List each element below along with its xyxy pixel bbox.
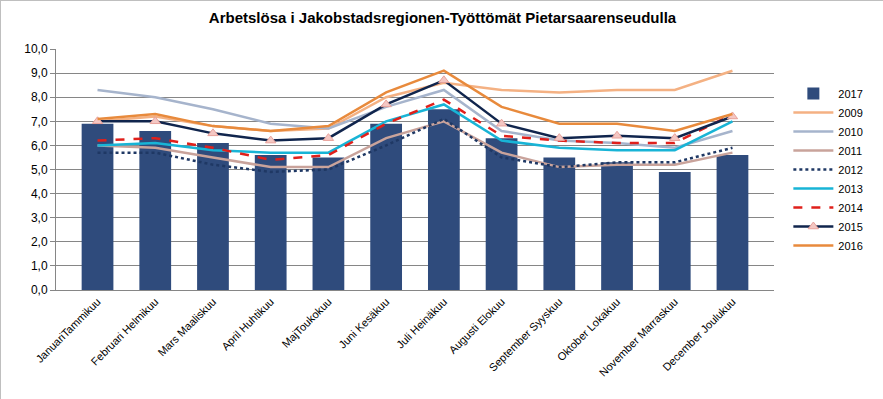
svg-text:2,0: 2,0 [31,235,48,249]
svg-text:2012: 2012 [838,164,862,176]
svg-text:Juni Kesäkuu: Juni Kesäkuu [336,296,391,351]
svg-text:2010: 2010 [838,126,862,138]
svg-text:4,0: 4,0 [31,187,48,201]
svg-text:Juli Heinäkuu: Juli Heinäkuu [394,296,449,351]
svg-text:10,0: 10,0 [24,42,48,56]
svg-text:2016: 2016 [838,240,862,252]
svg-text:MajToukokuu: MajToukokuu [279,296,333,350]
svg-text:9,0: 9,0 [31,66,48,80]
svg-text:December Joulukuu: December Joulukuu [660,296,738,374]
svg-text:April Huhtikuu: April Huhtikuu [219,296,276,353]
svg-text:2011: 2011 [838,145,862,157]
svg-text:2013: 2013 [838,183,862,195]
svg-text:2017: 2017 [838,88,862,100]
svg-text:3,0: 3,0 [31,211,48,225]
svg-text:6,0: 6,0 [31,139,48,153]
svg-text:Februari Helmikuu: Februari Helmikuu [89,296,161,368]
svg-text:7,0: 7,0 [31,115,48,129]
svg-text:November Marraskuu: November Marraskuu [597,296,680,379]
svg-text:2009: 2009 [838,107,862,119]
svg-text:8,0: 8,0 [31,90,48,104]
svg-text:Oktober Lokakuu: Oktober Lokakuu [555,296,623,364]
svg-text:5,0: 5,0 [31,163,48,177]
svg-text:Arbetslösa i Jakobstadsregione: Arbetslösa i Jakobstadsregionen-Työttömä… [209,9,677,26]
svg-text:2015: 2015 [838,221,862,233]
svg-text:September Syyskuu: September Syyskuu [487,296,565,374]
svg-text:2014: 2014 [838,202,862,214]
svg-text:JanuariTammikuu: JanuariTammikuu [33,296,102,365]
svg-text:0,0: 0,0 [31,283,48,297]
svg-text:Mars Maaliskuu: Mars Maaliskuu [155,296,218,359]
svg-text:Augusti Elokuu: Augusti Elokuu [447,296,507,356]
svg-text:1,0: 1,0 [31,259,48,273]
